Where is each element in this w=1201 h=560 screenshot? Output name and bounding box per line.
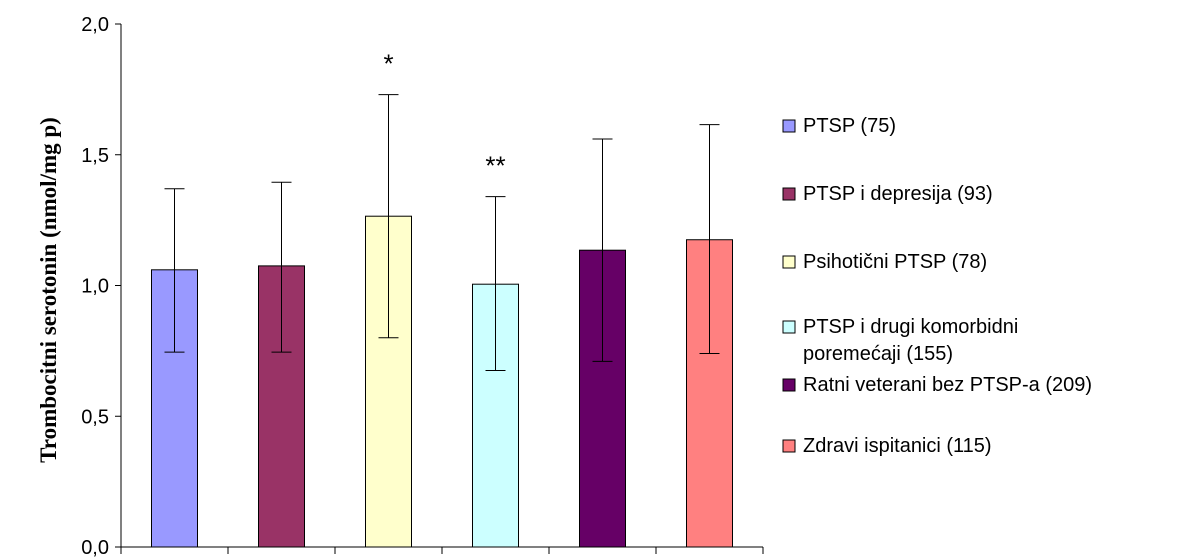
significance-annotation: *	[383, 49, 393, 79]
bars: ***	[151, 49, 733, 548]
legend-label: PTSP (75)	[803, 115, 896, 137]
y-tick-label: 0,0	[81, 537, 109, 559]
y-tick-label: 1,5	[81, 145, 109, 167]
legend-swatch	[782, 119, 796, 133]
legend-label: Ratni veterani bez PTSP-a (209)	[803, 374, 1092, 396]
legend-swatch	[782, 439, 796, 453]
legend-label: Zdravi ispitanici (115)	[803, 435, 992, 457]
legend-swatch	[782, 320, 796, 334]
legend-label: Psihotični PTSP (78)	[803, 251, 987, 273]
legend: PTSP (75) PTSP i depresija (93) Psihotični…	[782, 115, 1092, 457]
y-tick-label: 0,5	[81, 406, 109, 428]
legend-swatch	[782, 378, 796, 392]
legend-label: PTSP i drugi komorbidni	[803, 316, 1018, 338]
legend-swatch	[782, 187, 796, 201]
legend-label: PTSP i depresija (93)	[803, 183, 993, 205]
y-axis-label: Trombocitni serotonin (nmol/mg p)	[36, 117, 61, 463]
axes: 0,0 0,5 1,0 1,5 2,0	[81, 14, 764, 559]
y-tick-label: 1,0	[81, 276, 109, 298]
y-tick-label: 2,0	[81, 14, 109, 36]
legend-label: poremećaji (155)	[803, 343, 953, 365]
legend-swatch	[782, 255, 796, 269]
significance-annotation: **	[485, 151, 505, 181]
